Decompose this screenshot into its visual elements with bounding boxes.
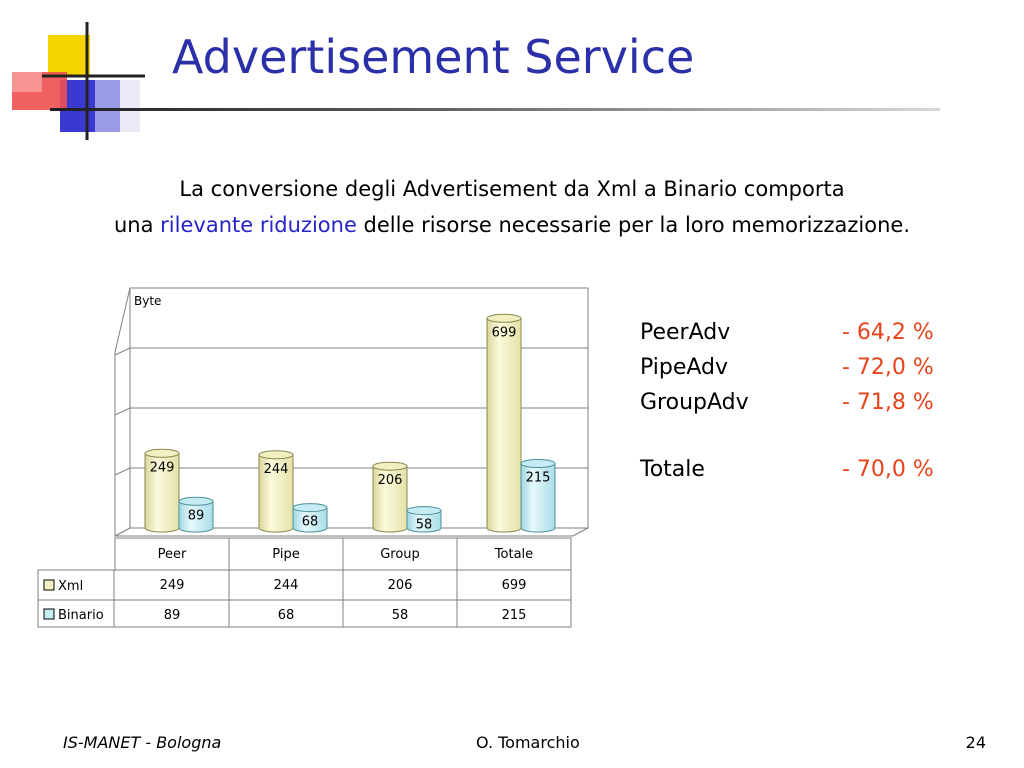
table-header-group: Group [380, 547, 420, 562]
stat-value-groupadv: - 71,8 % [842, 390, 934, 415]
stat-value-peeradv: - 64,2 % [842, 320, 934, 345]
footer-page-number: 24 [965, 733, 986, 752]
bar-binario-totale [520, 463, 556, 533]
table-header-totale: Totale [494, 547, 533, 562]
table-header-peer: Peer [158, 547, 187, 562]
footer-author: O. Tomarchio [476, 733, 580, 752]
bar-top-binario-peer [178, 496, 214, 506]
data-table [37, 537, 572, 628]
data-label-binario-pipe: 68 [302, 515, 319, 530]
table-cell-xml-peer: 249 [160, 578, 185, 593]
stat-name-groupadv: GroupAdv [640, 390, 749, 415]
table-header-pipe: Pipe [272, 547, 299, 562]
bar-top-xml-pipe [258, 450, 294, 460]
stat-value-totale: - 70,0 % [842, 457, 934, 482]
bar-binario-group [406, 510, 442, 533]
bar-xml-totale [486, 317, 522, 533]
bar-top-xml-totale [486, 313, 522, 323]
data-label-xml-peer: 249 [150, 460, 175, 475]
table-row-label-xml: Xml [58, 579, 83, 594]
stat-value-pipeadv: - 72,0 % [842, 355, 934, 380]
slide-title: Advertisement Service [172, 30, 695, 84]
footer-venue: IS-MANET - Bologna [63, 733, 222, 752]
bar-top-binario-pipe [292, 503, 328, 513]
bar-series: 249 244 206 699 89 68 58 215 [144, 313, 556, 533]
table-cell-xml-totale: 699 [502, 578, 527, 593]
bar-binario-peer [178, 500, 214, 533]
table-cell-binario-group: 58 [392, 608, 409, 623]
legend-key-xml [43, 579, 55, 591]
table-row-label-binario: Binario [58, 608, 104, 623]
slide-logo [12, 22, 145, 140]
stat-name-totale: Totale [640, 457, 705, 482]
bar-top-binario-group [406, 506, 442, 516]
intro-text-b: delle risorse necessarie per la loro mem… [356, 213, 910, 237]
y-axis-label: Byte [134, 294, 161, 308]
data-label-binario-group: 58 [416, 518, 433, 533]
table-cell-binario-peer: 89 [164, 608, 181, 623]
legend-key-binario [43, 608, 55, 620]
table-cell-binario-totale: 215 [502, 608, 527, 623]
data-label-binario-peer: 89 [188, 508, 205, 523]
data-label-binario-totale: 215 [526, 471, 551, 486]
bar-binario-pipe [292, 507, 328, 533]
intro-text-a: una [114, 213, 161, 237]
intro-line-2: una rilevante riduzione delle risorse ne… [0, 213, 1024, 237]
intro-highlight: rilevante riduzione [160, 213, 357, 237]
grid-line-side [114, 407, 131, 416]
bar-top-binario-totale [520, 459, 556, 468]
table-cell-xml-pipe: 244 [274, 578, 299, 593]
intro-line-1: La conversione degli Advertisement da Xm… [179, 177, 845, 201]
chart-floor [114, 527, 589, 537]
stat-name-peeradv: PeerAdv [640, 320, 731, 345]
table-cell-binario-pipe: 68 [278, 608, 295, 623]
data-label-xml-pipe: 244 [264, 462, 289, 477]
title-divider [50, 108, 940, 111]
stat-name-pipeadv: PipeAdv [640, 355, 729, 380]
bar-top-xml-group [372, 461, 408, 471]
bar-top-xml-peer [144, 448, 180, 458]
data-label-xml-totale: 699 [492, 325, 517, 340]
grid-line-side [114, 467, 131, 476]
data-label-xml-group: 206 [378, 473, 403, 488]
table-cell-xml-group: 206 [388, 578, 413, 593]
grid-line-side [114, 347, 131, 356]
